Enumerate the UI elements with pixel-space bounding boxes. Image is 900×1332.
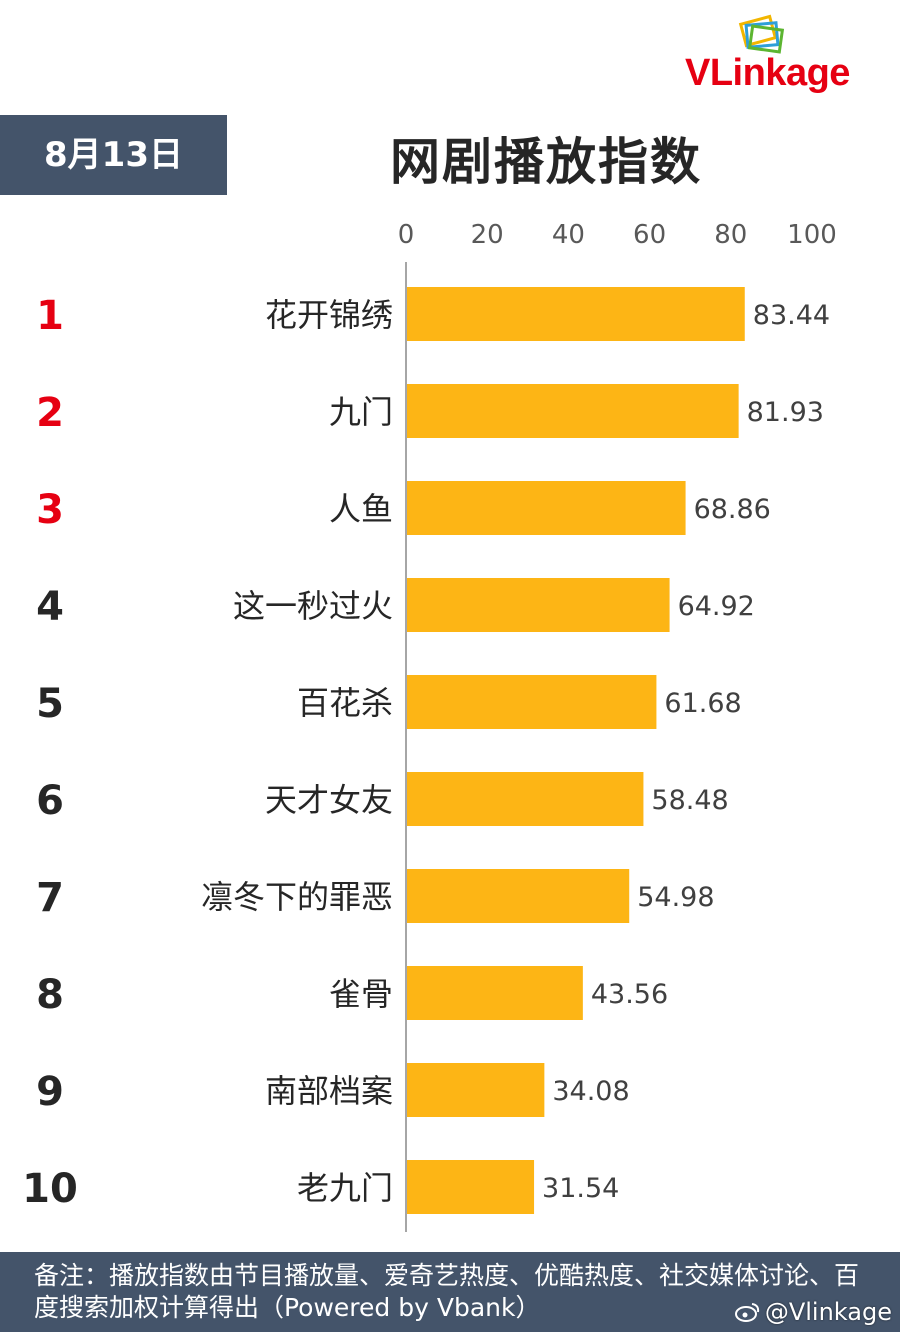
bar	[407, 772, 644, 826]
rank-label: 9	[36, 1069, 64, 1115]
bar	[407, 1160, 535, 1214]
bar	[407, 966, 583, 1020]
logo-text: VLinkage	[685, 52, 850, 94]
rank-label: 1	[36, 293, 64, 339]
x-tick-label: 40	[552, 220, 585, 250]
value-label: 64.92	[678, 591, 755, 622]
category-label: 人鱼	[329, 490, 393, 528]
x-tick-label: 100	[787, 220, 837, 250]
chart-title: 网剧播放指数	[390, 133, 702, 191]
value-label: 61.68	[664, 688, 741, 719]
bar	[407, 869, 630, 923]
category-label: 雀骨	[329, 975, 393, 1013]
watermark-text: @Vlinkage	[764, 1298, 892, 1326]
rank-label: 8	[36, 972, 64, 1018]
rank-label: 4	[36, 584, 64, 630]
value-label: 83.44	[753, 300, 830, 331]
category-label: 天才女友	[265, 781, 393, 819]
weibo-watermark: @Vlinkage	[734, 1298, 892, 1326]
rank-label: 3	[36, 487, 64, 533]
value-label: 81.93	[747, 397, 824, 428]
x-tick-label: 60	[633, 220, 666, 250]
category-label: 这一秒过火	[233, 587, 393, 625]
x-tick-label: 20	[471, 220, 504, 250]
bar	[407, 675, 657, 729]
value-label: 34.08	[552, 1076, 629, 1107]
bar	[407, 481, 686, 535]
bar-chart: 0 20 40 60 80 10083.44花开锦绣181.93九门268.86人鱼364…	[22, 220, 837, 1232]
rank-label: 2	[36, 390, 64, 436]
footer-bar: 备注：播放指数由节目播放量、爱奇艺热度、优酷热度、社交媒体讨论、百度搜索加权计算…	[0, 1252, 900, 1332]
category-label: 南部档案	[265, 1072, 393, 1110]
date-badge: 8月13日	[0, 115, 227, 195]
bar	[407, 287, 745, 341]
category-label: 百花杀	[297, 684, 393, 722]
bar	[407, 578, 670, 632]
value-label: 68.86	[694, 494, 771, 525]
bar	[407, 1063, 545, 1117]
x-tick-label: 0	[398, 220, 415, 250]
bar	[407, 384, 739, 438]
rank-label: 6	[36, 778, 64, 824]
value-label: 58.48	[651, 785, 728, 816]
rank-label: 7	[36, 875, 64, 921]
value-label: 43.56	[591, 979, 668, 1010]
category-label: 凛冬下的罪恶	[201, 878, 393, 916]
category-label: 花开锦绣	[265, 296, 393, 334]
rank-label: 5	[36, 681, 64, 727]
category-label: 九门	[329, 393, 393, 431]
value-label: 54.98	[637, 882, 714, 913]
value-label: 31.54	[542, 1173, 619, 1204]
logo-cards-icon	[738, 14, 785, 54]
rank-label: 10	[22, 1166, 78, 1212]
x-tick-label: 80	[714, 220, 747, 250]
footer-note: 备注：播放指数由节目播放量、爱奇艺热度、优酷热度、社交媒体讨论、百度搜索加权计算…	[34, 1261, 860, 1322]
date-label: 8月13日	[44, 135, 183, 175]
vlinkage-logo: VLinkage	[685, 14, 895, 104]
category-label: 老九门	[297, 1169, 393, 1207]
weibo-icon	[734, 1303, 759, 1322]
